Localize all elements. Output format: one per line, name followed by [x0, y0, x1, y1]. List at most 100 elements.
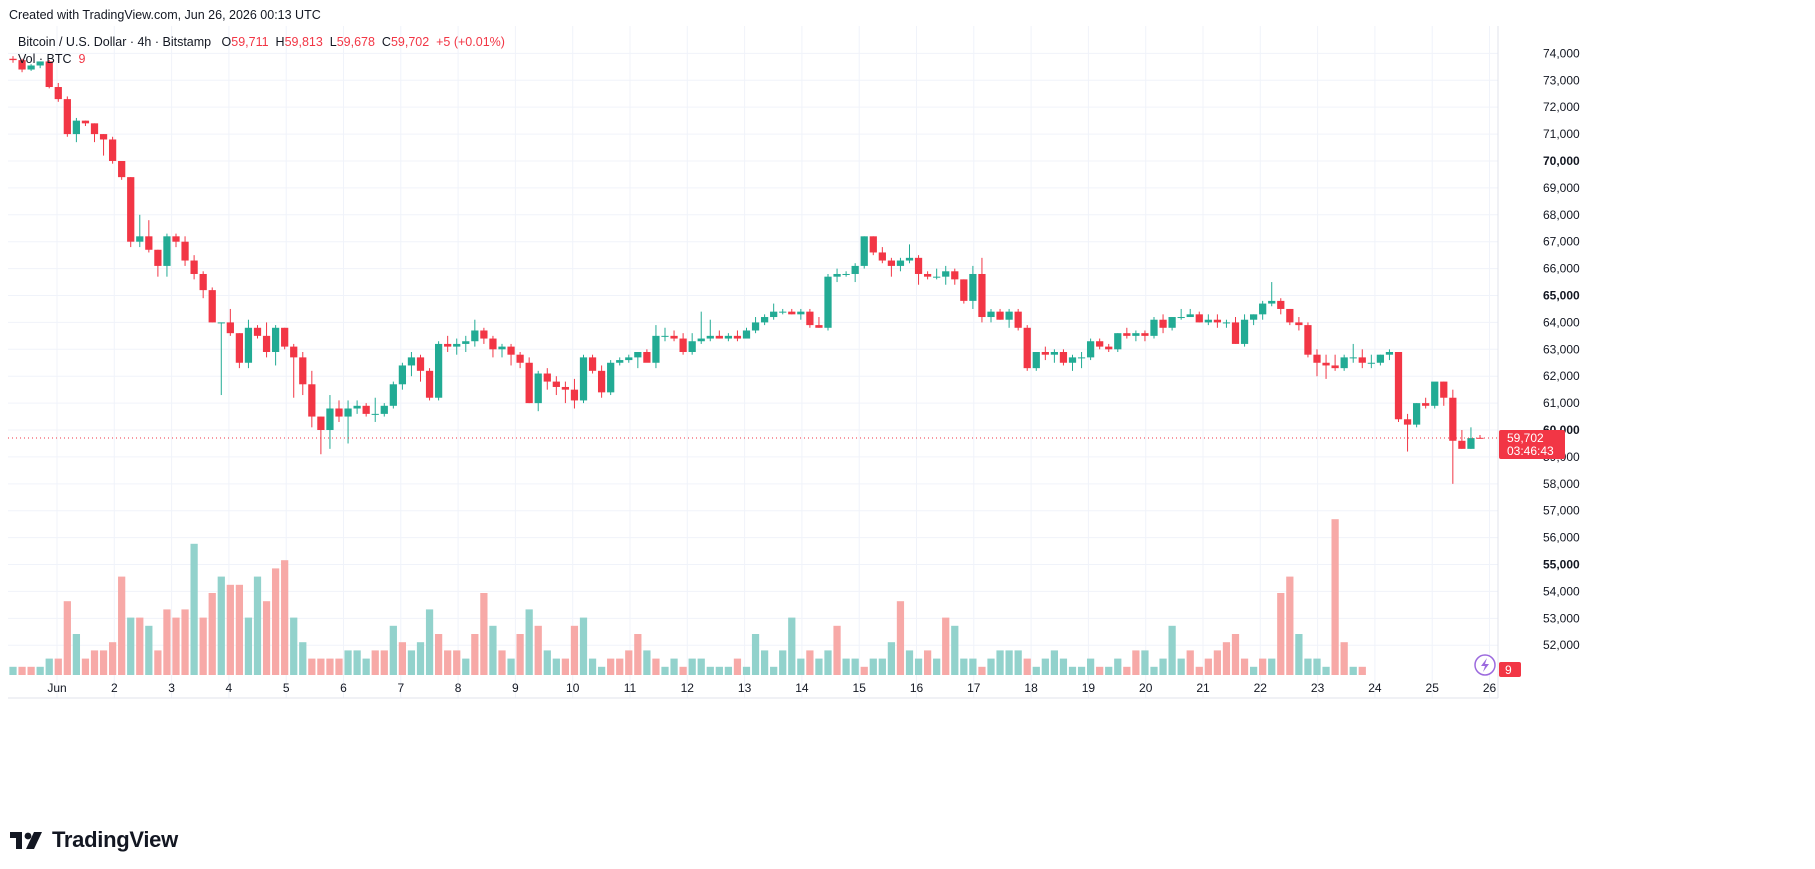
candle-body[interactable] [951, 271, 959, 280]
candle-body[interactable] [679, 338, 687, 352]
candle-body[interactable] [1168, 317, 1176, 328]
candle-body[interactable] [1114, 333, 1122, 350]
candle-body[interactable] [462, 341, 470, 344]
candle-body[interactable] [1295, 322, 1303, 326]
candle-body[interactable] [54, 87, 62, 100]
candle-body[interactable] [616, 360, 624, 363]
candle-body[interactable] [1403, 419, 1412, 425]
candle-body[interactable] [1096, 341, 1104, 347]
candle-body[interactable] [770, 311, 778, 318]
candle-body[interactable] [444, 343, 452, 347]
candle-body[interactable] [933, 276, 941, 278]
candle-body[interactable] [90, 123, 99, 135]
candle-body[interactable] [760, 317, 769, 323]
candle-body[interactable] [1431, 381, 1439, 406]
candle-body[interactable] [1023, 327, 1031, 369]
candle-body[interactable] [317, 416, 325, 431]
candle-body[interactable] [742, 330, 751, 339]
candle-body[interactable] [688, 341, 696, 352]
candle-body[interactable] [1159, 319, 1167, 328]
candle-body[interactable] [643, 352, 651, 363]
candle-body[interactable] [181, 241, 189, 261]
candle-body[interactable] [869, 236, 877, 253]
candle-body[interactable] [271, 327, 280, 352]
candle-body[interactable] [1331, 365, 1339, 369]
candle-body[interactable] [815, 325, 823, 328]
candle-body[interactable] [507, 346, 515, 355]
candle-body[interactable] [1458, 440, 1466, 449]
candle-body[interactable] [987, 311, 995, 318]
candle-body[interactable] [842, 273, 850, 275]
candle-body[interactable] [63, 99, 71, 135]
candle-body[interactable] [878, 252, 886, 261]
candle-body[interactable] [290, 346, 298, 358]
candle-body[interactable] [380, 405, 388, 414]
candle-body[interactable] [969, 273, 977, 301]
candle-body[interactable] [208, 290, 216, 323]
candle-body[interactable] [335, 408, 343, 417]
candle-body[interactable] [1132, 333, 1140, 336]
candle-body[interactable] [1349, 357, 1357, 359]
tradingview-brand[interactable]: TradingView [10, 827, 178, 853]
candle-body[interactable] [887, 260, 896, 266]
candle-body[interactable] [833, 273, 841, 277]
candle-body[interactable] [136, 236, 144, 242]
candle-body[interactable] [244, 327, 253, 363]
candle-body[interactable] [72, 120, 81, 135]
candle-body[interactable] [1268, 300, 1276, 304]
candle-body[interactable] [199, 273, 207, 291]
candle-body[interactable] [625, 357, 633, 361]
candle-body[interactable] [806, 311, 814, 326]
candle-body[interactable] [407, 357, 416, 366]
candle-body[interactable] [253, 327, 262, 336]
candle-body[interactable] [1340, 357, 1348, 369]
candle-body[interactable] [706, 335, 714, 339]
candle-body[interactable] [724, 335, 733, 339]
candle-body[interactable] [534, 373, 542, 404]
candle-body[interactable] [9, 58, 17, 61]
candle-body[interactable] [1231, 322, 1240, 344]
candle-body[interactable] [489, 338, 497, 350]
candle-body[interactable] [326, 408, 334, 431]
candle-body[interactable] [942, 271, 950, 277]
candle-body[interactable] [697, 338, 705, 342]
candle-body[interactable] [570, 389, 579, 401]
candle-body[interactable] [1032, 352, 1040, 369]
candle-body[interactable] [1367, 362, 1375, 364]
candle-body[interactable] [281, 327, 289, 347]
candle-body[interactable] [27, 65, 35, 70]
candle-body[interactable] [996, 311, 1004, 320]
candle-body[interactable] [154, 249, 162, 266]
candle-body[interactable] [1213, 319, 1222, 323]
candle-body[interactable] [1204, 319, 1212, 323]
candle-body[interactable] [1123, 333, 1131, 336]
candle-body[interactable] [779, 311, 787, 313]
candle-body[interactable] [425, 370, 434, 398]
candle-body[interactable] [362, 405, 370, 414]
candle-body[interactable] [525, 362, 533, 404]
candle-body[interactable] [552, 381, 560, 387]
candle-body[interactable] [18, 60, 26, 70]
candle-body[interactable] [434, 343, 443, 398]
candle-body[interactable] [1222, 322, 1231, 324]
candle-body[interactable] [1077, 357, 1086, 359]
candle-body[interactable] [634, 352, 642, 358]
candle-body[interactable] [1313, 354, 1321, 363]
candle-body[interactable] [1014, 311, 1022, 328]
candle-body[interactable] [1358, 357, 1366, 363]
candle-body[interactable] [1105, 346, 1113, 350]
candle-body[interactable] [1385, 352, 1394, 355]
candle-body[interactable] [824, 276, 832, 328]
candle-body[interactable] [561, 386, 570, 390]
candle-body[interactable] [597, 370, 606, 393]
candle-body[interactable] [1050, 352, 1059, 355]
candle-body[interactable] [516, 354, 524, 363]
candle-body[interactable] [1412, 403, 1421, 425]
candle-body[interactable] [145, 236, 153, 250]
candle-body[interactable] [1422, 403, 1430, 406]
candle-body[interactable] [661, 335, 669, 337]
candle-body[interactable] [217, 322, 225, 324]
candle-body[interactable] [960, 279, 968, 301]
candle-body[interactable] [389, 384, 397, 406]
candle-body[interactable] [163, 236, 171, 266]
